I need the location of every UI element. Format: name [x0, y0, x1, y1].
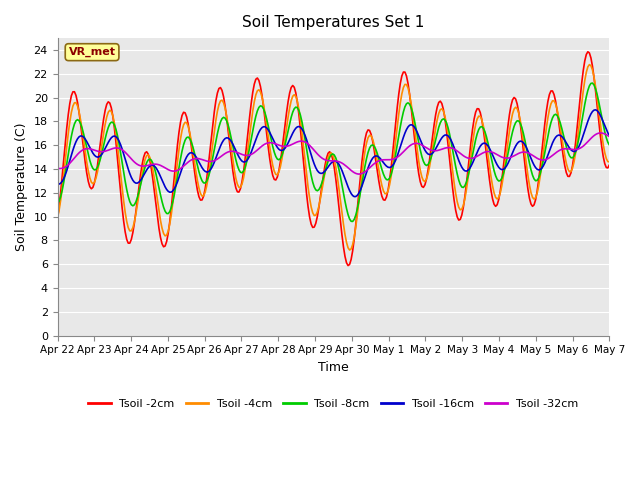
Legend: Tsoil -2cm, Tsoil -4cm, Tsoil -8cm, Tsoil -16cm, Tsoil -32cm: Tsoil -2cm, Tsoil -4cm, Tsoil -8cm, Tsoi… — [84, 395, 583, 414]
Title: Soil Temperatures Set 1: Soil Temperatures Set 1 — [243, 15, 424, 30]
Text: VR_met: VR_met — [68, 47, 116, 57]
Y-axis label: Soil Temperature (C): Soil Temperature (C) — [15, 122, 28, 251]
X-axis label: Time: Time — [318, 361, 349, 374]
